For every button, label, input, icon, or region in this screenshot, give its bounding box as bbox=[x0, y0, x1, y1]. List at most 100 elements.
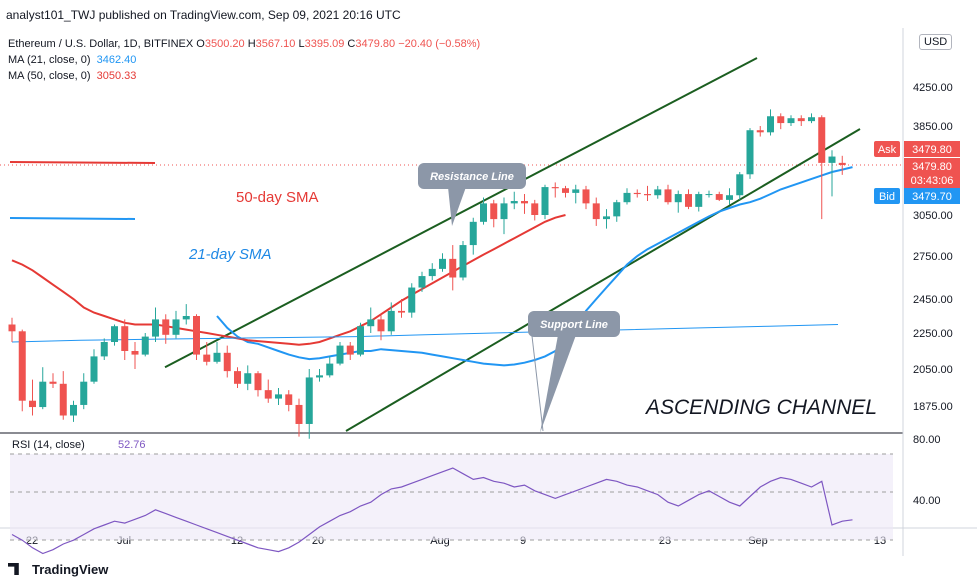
price-tick-label: 2250.00 bbox=[913, 328, 953, 340]
candle-body bbox=[541, 187, 549, 215]
candle-body bbox=[644, 194, 651, 196]
candle-body bbox=[377, 319, 385, 332]
candle-body bbox=[664, 189, 672, 203]
candle-body bbox=[254, 373, 262, 391]
ma50-stub bbox=[9, 161, 156, 164]
price-chart[interactable]: 4250.00 3850.00 3050.00 2750.00 2450.00 2250.… bbox=[0, 28, 977, 556]
tradingview-logo: TradingView bbox=[8, 562, 108, 577]
candle-body bbox=[654, 189, 662, 196]
ma21-stub bbox=[9, 217, 136, 220]
rsi-tick-label: 40.00 bbox=[913, 495, 941, 507]
candle-body bbox=[674, 194, 682, 203]
candle-body bbox=[234, 371, 241, 384]
symbol-row: Ethereum / U.S. Dollar, 1D, BITFINEX O 35… bbox=[8, 36, 480, 52]
bid-value-box bbox=[904, 188, 960, 204]
candle-body bbox=[59, 383, 67, 416]
candle-body bbox=[223, 352, 231, 372]
rsi-line bbox=[11, 467, 853, 555]
tradingview-logo-icon bbox=[8, 563, 19, 575]
close-label: C bbox=[347, 38, 356, 50]
candle-body bbox=[428, 268, 436, 277]
candle-body bbox=[316, 375, 323, 378]
sma50-annotation: 50-day SMA bbox=[236, 189, 319, 206]
candle-body bbox=[633, 192, 641, 195]
candle-body bbox=[490, 203, 498, 220]
price-tick-label: 2050.00 bbox=[913, 364, 953, 376]
ask-tag-box bbox=[874, 141, 900, 157]
last-price-box bbox=[904, 158, 960, 188]
ma50-legend: MA (50, close, 0) 3050.33 bbox=[8, 68, 480, 84]
candle-body bbox=[8, 324, 16, 332]
publisher-bar: analyst101_TWJ published on TradingView.… bbox=[0, 0, 977, 28]
candle-body bbox=[90, 356, 98, 382]
candle-body bbox=[100, 342, 108, 357]
candle-body bbox=[562, 188, 569, 193]
ask-tag-label: Ask bbox=[878, 144, 897, 156]
close-value: 3479.80 bbox=[355, 38, 396, 50]
candle-body bbox=[111, 326, 118, 342]
currency-selector[interactable]: USD bbox=[919, 34, 953, 50]
support-label: Support Line bbox=[540, 319, 608, 331]
candle-body bbox=[828, 156, 836, 163]
candle-body bbox=[838, 162, 846, 165]
candle-body bbox=[275, 394, 282, 399]
ask-value: 3479.80 bbox=[912, 144, 952, 156]
candle-body bbox=[326, 363, 334, 376]
time-tick-label: 9 bbox=[520, 535, 526, 547]
chart-legend: Ethereum / U.S. Dollar, 1D, BITFINEX O 35… bbox=[8, 36, 480, 84]
footer: TradingView bbox=[0, 556, 977, 586]
price-tick-label: 2750.00 bbox=[913, 251, 953, 263]
candle-body bbox=[398, 310, 405, 313]
ask-value-box bbox=[904, 141, 960, 157]
candle-body bbox=[29, 400, 36, 408]
candle-body bbox=[80, 381, 88, 405]
candle-body bbox=[613, 202, 621, 217]
low-label: L bbox=[298, 38, 305, 50]
candle-body bbox=[152, 319, 159, 337]
rsi-legend-value: 52.76 bbox=[118, 439, 146, 451]
resistance-callout-pointer bbox=[448, 187, 466, 226]
candle-body bbox=[531, 203, 539, 215]
high-value: 3567.10 bbox=[255, 38, 296, 50]
change-value: −20.40 (−0.58%) bbox=[398, 38, 481, 50]
candle-countdown: 03:43:06 bbox=[911, 175, 954, 187]
candle-body bbox=[182, 316, 190, 320]
symbol-name: Ethereum / U.S. Dollar, 1D, BITFINEX bbox=[8, 38, 194, 50]
candle-body bbox=[685, 194, 692, 207]
resistance-label: Resistance Line bbox=[430, 171, 514, 183]
bid-tag-label: Bid bbox=[879, 191, 895, 203]
open-label: O bbox=[196, 38, 205, 50]
bid-value: 3479.70 bbox=[912, 191, 952, 203]
price-tick-label: 1875.00 bbox=[913, 401, 953, 413]
candle-body bbox=[70, 404, 77, 416]
candle-body bbox=[121, 326, 129, 351]
price-tick-label: 2450.00 bbox=[913, 294, 953, 306]
candle-body bbox=[582, 189, 590, 204]
support-callout-leader bbox=[531, 335, 544, 432]
rsi-legend-label: RSI (14, close) bbox=[12, 439, 85, 451]
price-tick-label: 3850.00 bbox=[913, 121, 953, 133]
candle-body bbox=[49, 381, 57, 384]
candle-body bbox=[695, 194, 703, 207]
price-tick-label: 4250.00 bbox=[913, 82, 953, 94]
candle-body bbox=[469, 221, 477, 246]
candle-body bbox=[172, 319, 180, 335]
candle-body bbox=[623, 192, 631, 203]
publisher-line: analyst101_TWJ published on TradingView.… bbox=[6, 8, 401, 22]
candle-body bbox=[459, 245, 467, 278]
bid-tag-box bbox=[874, 188, 900, 204]
candle-body bbox=[141, 336, 149, 355]
candle-body bbox=[367, 319, 375, 327]
price-tick-label: 3050.00 bbox=[913, 210, 953, 222]
candle-body bbox=[510, 201, 518, 204]
resistance-callout-box bbox=[418, 163, 526, 189]
candle-body bbox=[777, 116, 785, 124]
price-pane bbox=[0, 28, 903, 431]
long-ma-line bbox=[11, 324, 839, 343]
ascending-channel-label: ASCENDING CHANNEL bbox=[644, 396, 877, 419]
rsi-tick-label: 80.00 bbox=[913, 434, 941, 446]
candle-body bbox=[213, 352, 221, 362]
candle-body bbox=[346, 345, 354, 355]
candle-body bbox=[572, 189, 580, 193]
candle-body bbox=[787, 118, 795, 124]
